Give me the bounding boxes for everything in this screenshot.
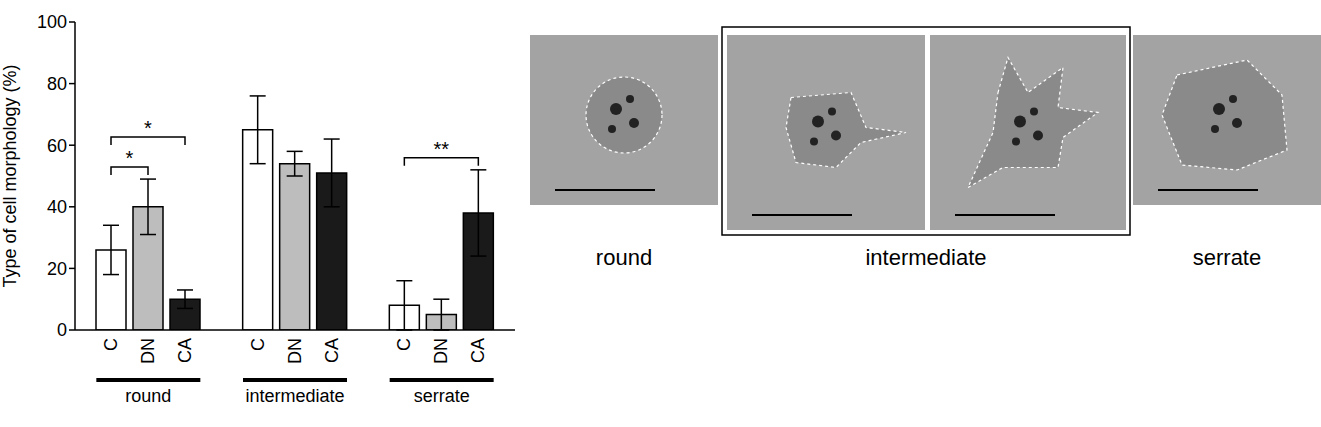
svg-text:DN: DN: [431, 338, 451, 364]
svg-text:CA: CA: [468, 338, 488, 363]
svg-text:serrate: serrate: [1193, 245, 1261, 270]
svg-text:CA: CA: [175, 338, 195, 363]
svg-text:CA: CA: [322, 338, 342, 363]
svg-text:Type of cell morphology (%): Type of cell morphology (%): [8, 64, 20, 287]
svg-text:0: 0: [57, 320, 67, 340]
svg-text:C: C: [394, 338, 414, 351]
svg-text:80: 80: [47, 74, 67, 94]
svg-text:DN: DN: [285, 338, 305, 364]
svg-text:40: 40: [47, 197, 67, 217]
svg-text:intermediate: intermediate: [865, 245, 986, 270]
svg-text:*: *: [144, 117, 152, 139]
svg-text:*: *: [126, 147, 134, 169]
svg-text:serrate: serrate: [414, 386, 470, 406]
svg-text:**: **: [434, 138, 450, 160]
svg-text:100: 100: [37, 12, 67, 32]
svg-text:20: 20: [47, 259, 67, 279]
svg-text:round: round: [596, 245, 652, 270]
svg-text:DN: DN: [138, 338, 158, 364]
svg-text:C: C: [101, 338, 121, 351]
svg-text:intermediate: intermediate: [245, 386, 344, 406]
svg-text:60: 60: [47, 136, 67, 156]
svg-text:round: round: [125, 386, 171, 406]
svg-text:C: C: [248, 338, 268, 351]
